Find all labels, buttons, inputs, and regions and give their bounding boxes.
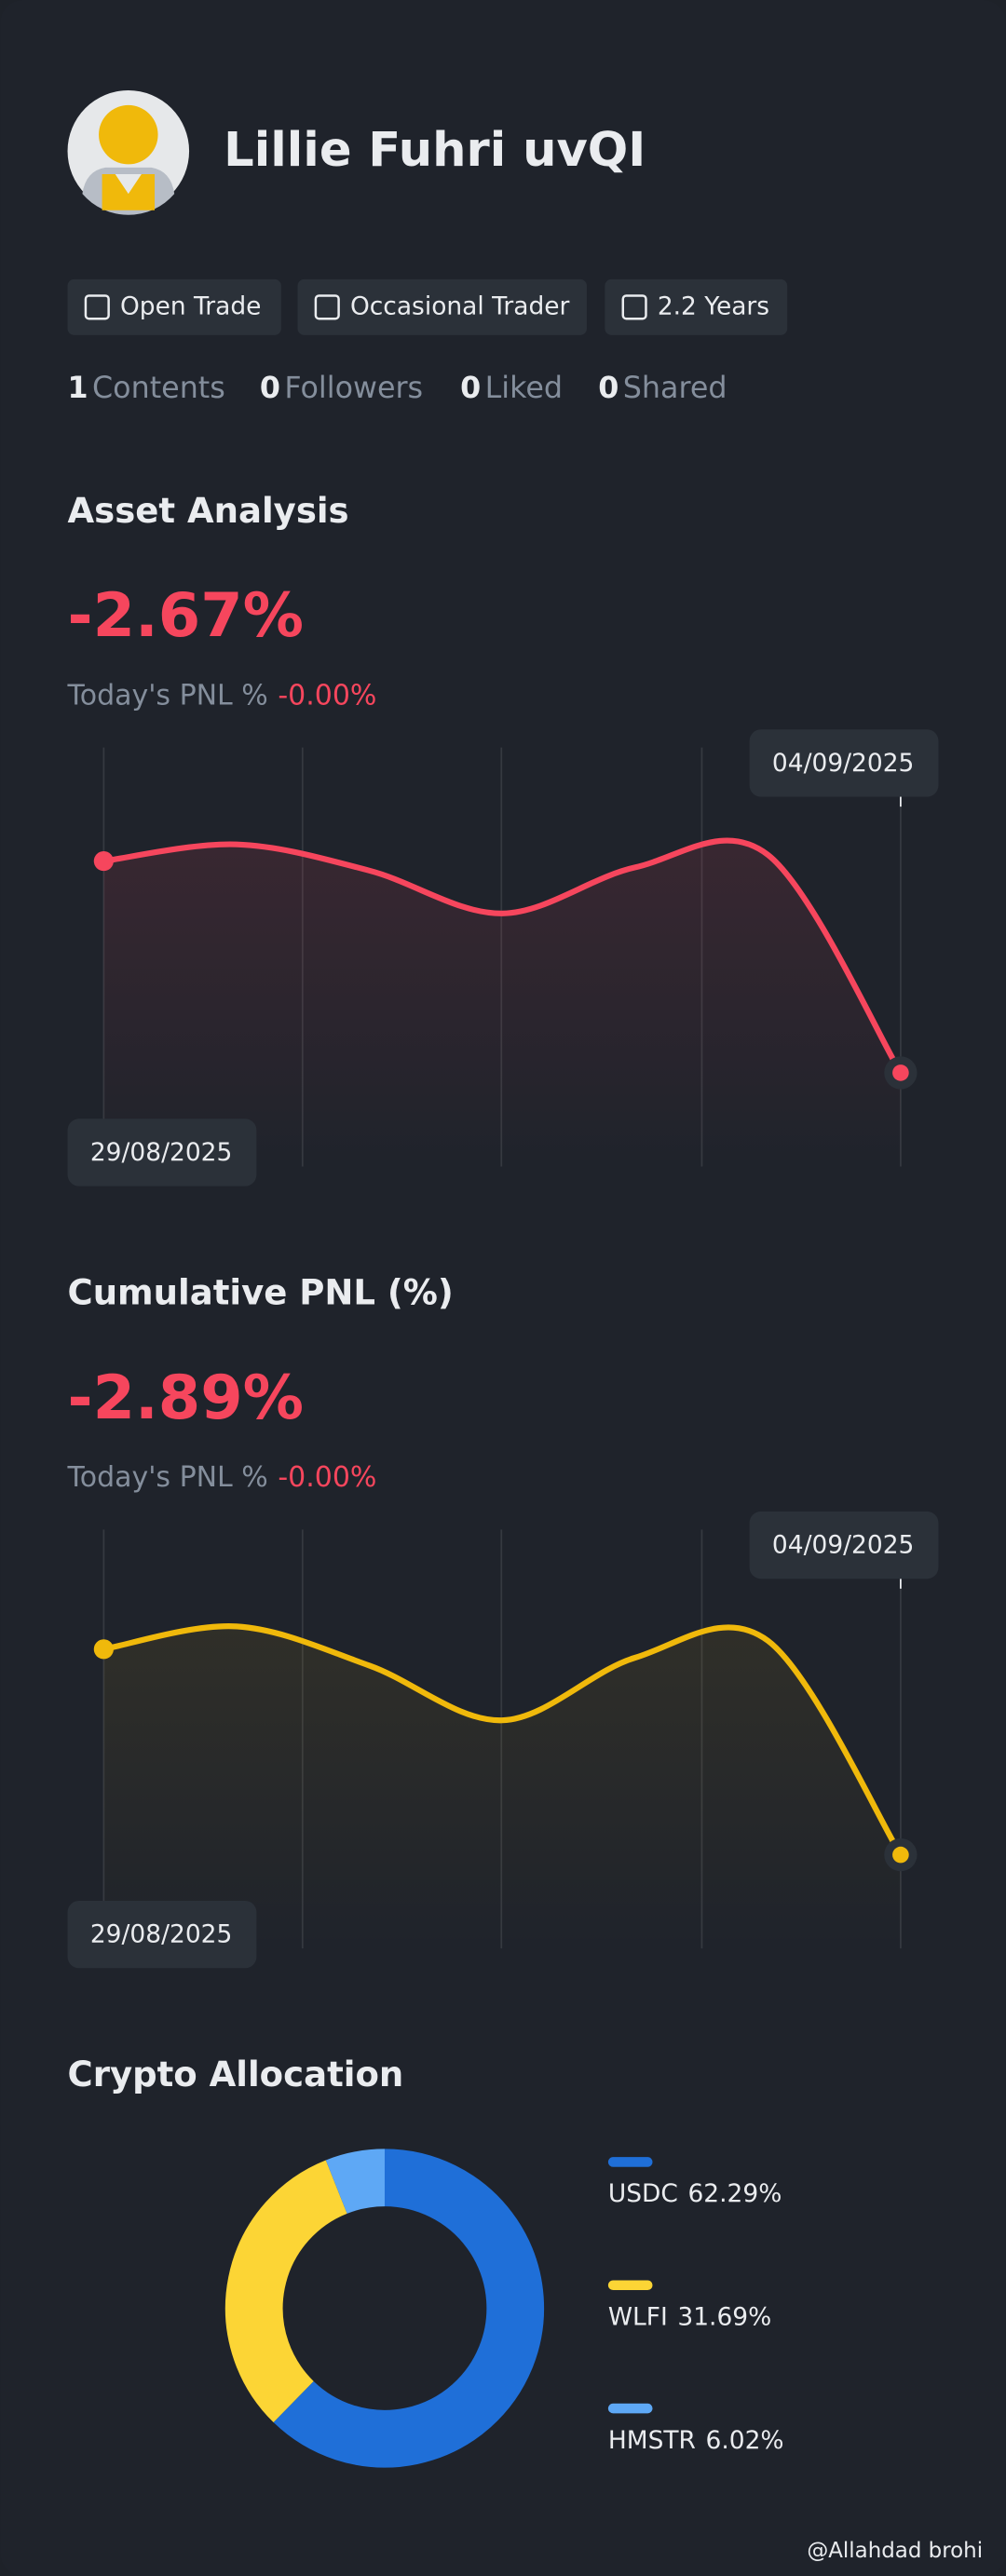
- start-chip: [67, 1900, 257, 1969]
- avatar: [67, 90, 190, 215]
- tooltip: [749, 1511, 939, 1579]
- donut-slice: [325, 2149, 386, 2215]
- area: [103, 1626, 901, 1949]
- watermark: @Allahdad brohi: [807, 2539, 983, 2563]
- legend-swatch: [607, 2280, 653, 2291]
- stat-label: Shared: [623, 372, 727, 405]
- tag-icon: [621, 294, 647, 320]
- line: [102, 1623, 904, 1857]
- today-value: -0.00%: [278, 679, 376, 712]
- legend-value: 62.29%: [687, 2179, 782, 2208]
- point: [93, 1639, 114, 1660]
- tag-icon: [84, 294, 110, 320]
- legend-value: 6.02%: [706, 2426, 784, 2455]
- start-date: 29/08/2025: [90, 1920, 232, 1949]
- user-name: Lillie Fuhri uvQI: [224, 123, 646, 178]
- legend-swatch: [607, 2403, 653, 2414]
- today-label: Today's PNL %: [67, 1461, 268, 1494]
- section-title: Cumulative PNL (%): [68, 1273, 454, 1313]
- stat-label: Contents: [92, 372, 225, 405]
- tag-icon: [314, 294, 340, 320]
- today-label: Today's PNL %: [67, 679, 268, 712]
- stat-label: Followers: [284, 372, 423, 405]
- stat-count: 0: [460, 372, 481, 405]
- pnl-value: -2.89%: [68, 1363, 304, 1433]
- stat-count: 1: [68, 372, 88, 405]
- legend-value: 31.69%: [677, 2303, 771, 2332]
- donut-slice: [273, 2149, 545, 2468]
- tag-chip: [297, 278, 587, 335]
- point: [892, 1064, 909, 1081]
- start-chip: [67, 1119, 257, 1186]
- end-date: 04/09/2025: [772, 1530, 914, 1559]
- end-date: 04/09/2025: [772, 749, 914, 778]
- tag-chip: [605, 278, 788, 335]
- donut-slice: [224, 2160, 348, 2423]
- tag-label: Occasional Trader: [350, 291, 570, 320]
- legend-swatch: [607, 2157, 653, 2167]
- stat-count: 0: [260, 372, 280, 405]
- line: [102, 837, 904, 1075]
- legend-name: WLFI: [608, 2303, 668, 2332]
- tooltip: [749, 729, 939, 797]
- area: [103, 840, 901, 1167]
- start-date: 29/08/2025: [90, 1138, 232, 1167]
- tag-chip: [67, 278, 281, 335]
- point: [892, 1846, 909, 1864]
- section-title: Asset Analysis: [68, 491, 349, 531]
- stat-label: Liked: [485, 372, 563, 405]
- legend-name: USDC: [608, 2179, 678, 2208]
- today-value: -0.00%: [278, 1461, 376, 1494]
- pnl-value: -2.67%: [68, 580, 304, 651]
- tag-label: Open Trade: [120, 291, 262, 320]
- tag-label: 2.2 Years: [658, 291, 769, 320]
- point: [93, 851, 114, 872]
- section-title: Crypto Allocation: [68, 2054, 404, 2095]
- stat-count: 0: [598, 372, 619, 405]
- legend-name: HMSTR: [608, 2426, 696, 2455]
